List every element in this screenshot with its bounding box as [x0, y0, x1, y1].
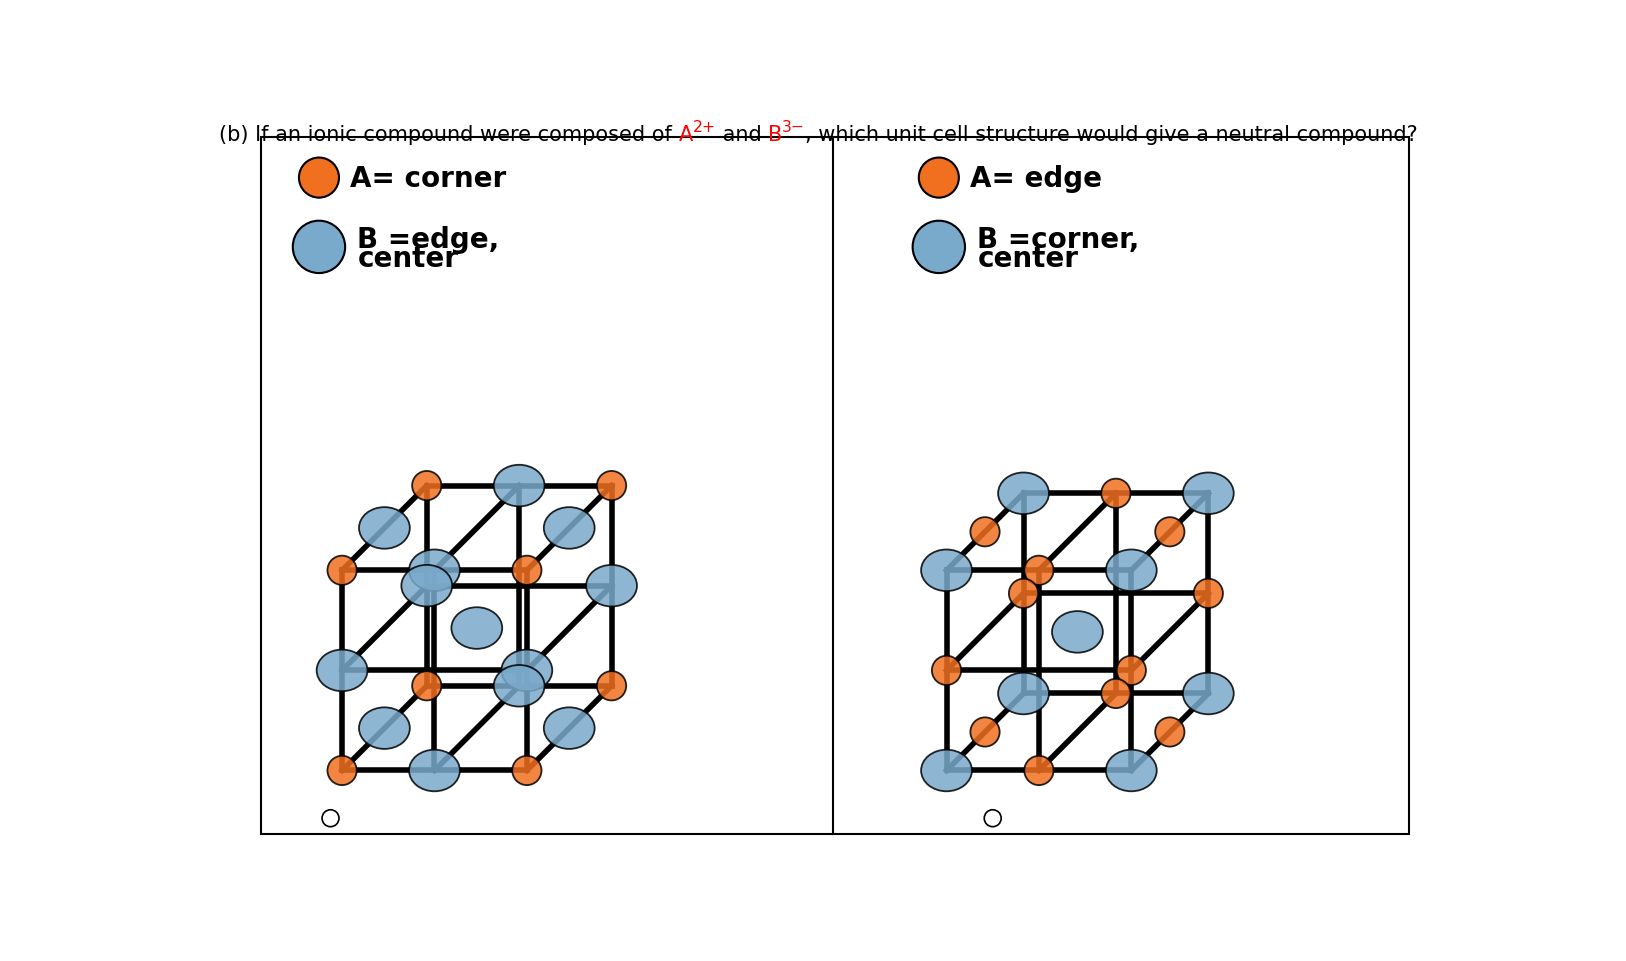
Circle shape: [919, 159, 959, 198]
Ellipse shape: [1008, 579, 1037, 608]
Ellipse shape: [932, 656, 961, 685]
Ellipse shape: [327, 556, 356, 585]
Ellipse shape: [585, 565, 637, 606]
Ellipse shape: [494, 665, 545, 707]
Text: 3−: 3−: [782, 120, 805, 135]
Ellipse shape: [1052, 611, 1102, 653]
Ellipse shape: [971, 518, 1000, 547]
Ellipse shape: [920, 750, 972, 792]
Text: center: center: [358, 245, 459, 273]
Ellipse shape: [402, 565, 452, 606]
Ellipse shape: [512, 756, 541, 785]
Ellipse shape: [1106, 750, 1156, 792]
Ellipse shape: [1154, 518, 1184, 547]
Text: A= corner: A= corner: [350, 164, 506, 192]
Ellipse shape: [597, 672, 626, 701]
Circle shape: [299, 159, 338, 198]
Ellipse shape: [359, 707, 410, 750]
Ellipse shape: [1101, 679, 1130, 708]
Ellipse shape: [1024, 556, 1054, 585]
Ellipse shape: [411, 472, 441, 501]
Text: B: B: [767, 125, 782, 144]
Ellipse shape: [410, 750, 460, 792]
Ellipse shape: [1101, 480, 1130, 508]
Ellipse shape: [971, 718, 1000, 747]
Text: B =corner,: B =corner,: [977, 226, 1140, 254]
Ellipse shape: [1193, 579, 1223, 608]
Text: and: and: [715, 125, 767, 144]
Ellipse shape: [410, 550, 460, 591]
Ellipse shape: [317, 650, 367, 692]
Ellipse shape: [1154, 718, 1184, 747]
Ellipse shape: [1117, 656, 1146, 685]
Text: A: A: [678, 125, 693, 144]
Ellipse shape: [1024, 756, 1054, 785]
Text: (b) If an ionic compound were composed of: (b) If an ionic compound were composed o…: [220, 125, 678, 144]
Circle shape: [293, 221, 345, 274]
Ellipse shape: [543, 707, 595, 750]
Text: A= edge: A= edge: [969, 164, 1102, 192]
Ellipse shape: [512, 556, 541, 585]
Ellipse shape: [1182, 473, 1234, 514]
Text: center: center: [977, 245, 1078, 273]
Ellipse shape: [998, 473, 1049, 514]
Ellipse shape: [501, 650, 553, 692]
Ellipse shape: [1106, 550, 1156, 591]
Circle shape: [912, 221, 964, 274]
Ellipse shape: [452, 607, 502, 649]
Ellipse shape: [494, 465, 545, 506]
Ellipse shape: [359, 507, 410, 549]
Ellipse shape: [998, 673, 1049, 715]
Ellipse shape: [597, 472, 626, 501]
Ellipse shape: [1182, 673, 1234, 715]
Text: , which unit cell structure would give a neutral compound?: , which unit cell structure would give a…: [805, 125, 1418, 144]
Ellipse shape: [543, 507, 595, 549]
Ellipse shape: [327, 756, 356, 785]
Text: 2+: 2+: [693, 120, 715, 135]
Text: B =edge,: B =edge,: [358, 226, 499, 254]
Ellipse shape: [411, 672, 441, 701]
Ellipse shape: [920, 550, 972, 591]
